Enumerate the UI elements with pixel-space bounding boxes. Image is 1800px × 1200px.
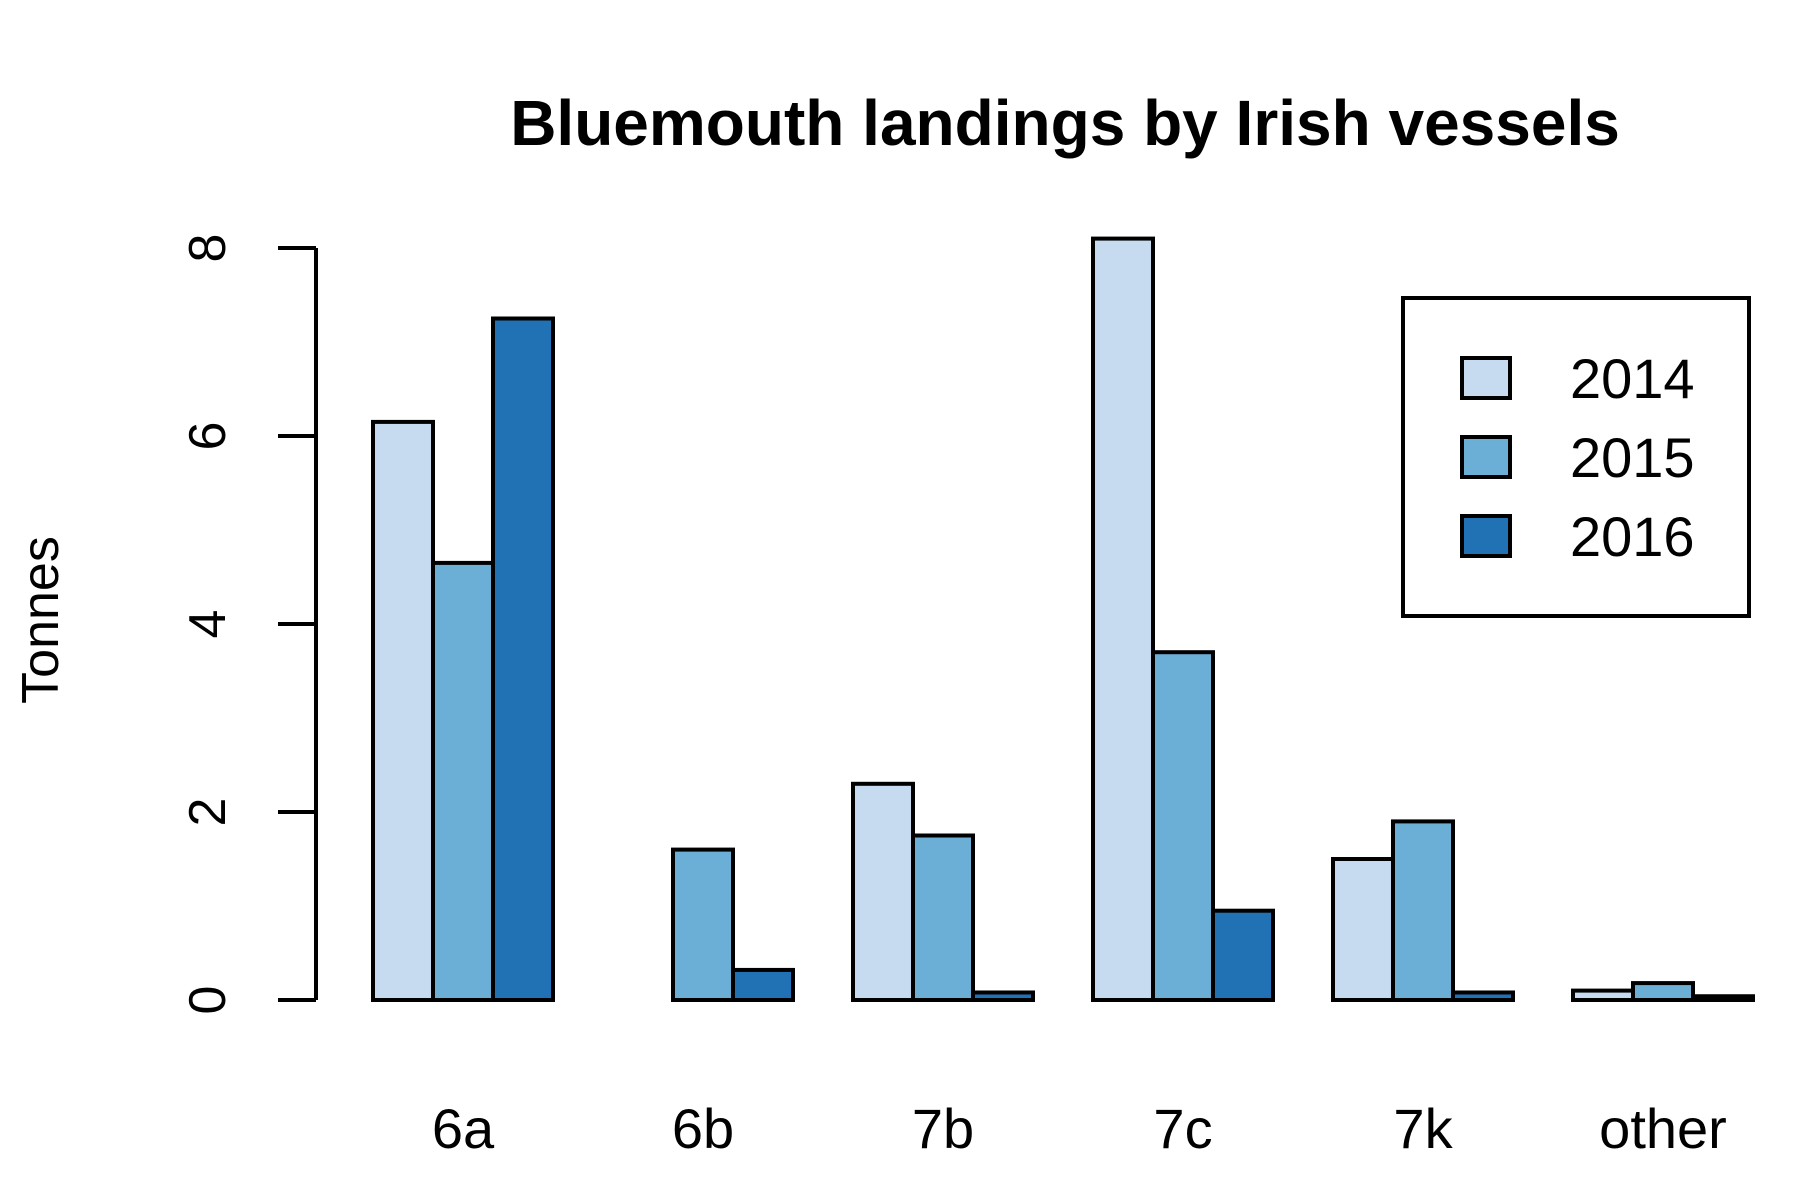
category-label: 6b	[672, 1097, 734, 1160]
bar-7k-2015	[1391, 819, 1455, 1003]
bar-other-2014	[1571, 988, 1635, 1002]
y-axis: 0 2 4 6 8	[179, 234, 318, 1015]
y-tick-label: 2	[179, 798, 237, 827]
category-label: 7b	[912, 1097, 974, 1160]
category-labels: 6a 6b 7b 7c 7k other	[432, 1097, 1727, 1160]
y-tick-label: 6	[179, 422, 237, 451]
legend-swatch	[1460, 356, 1512, 400]
chart-title: Bluemouth landings by Irish vessels	[510, 87, 1620, 159]
bar-other-2016	[1691, 994, 1755, 1002]
bar-6a-2016	[491, 316, 555, 1002]
category-label: 6a	[432, 1097, 495, 1160]
legend-swatch	[1460, 514, 1512, 558]
bar-7c-2015	[1151, 650, 1215, 1002]
bar-7k-2014	[1331, 857, 1395, 1002]
category-label: 7c	[1153, 1097, 1212, 1160]
category-label: 7k	[1393, 1097, 1453, 1160]
bar-7k-2016	[1451, 990, 1515, 1002]
legend-label: 2016	[1570, 505, 1695, 568]
y-axis-title: Tonnes	[12, 536, 70, 704]
legend-swatch	[1460, 435, 1512, 479]
bar-6a-2015	[431, 560, 495, 1003]
y-tick-label: 0	[179, 986, 237, 1015]
y-tick-label: 8	[179, 234, 237, 263]
bar-6b-2016	[731, 967, 795, 1002]
legend: 2014 2015 2016	[1401, 296, 1751, 618]
bar-other-2015	[1631, 981, 1695, 1003]
y-tick-label: 4	[179, 610, 237, 639]
bar-7b-2015	[911, 833, 975, 1002]
bar-6a-2014	[371, 419, 435, 1002]
bar-7c-2016	[1211, 908, 1275, 1003]
bar-series-group	[371, 236, 1755, 1003]
bar-7b-2016	[971, 990, 1035, 1002]
bar-7b-2014	[851, 781, 915, 1002]
bar-6b-2015	[671, 847, 735, 1002]
category-label: other	[1599, 1097, 1727, 1160]
legend-label: 2015	[1570, 426, 1695, 489]
legend-label: 2014	[1570, 347, 1695, 410]
bar-7c-2014	[1091, 236, 1155, 1003]
